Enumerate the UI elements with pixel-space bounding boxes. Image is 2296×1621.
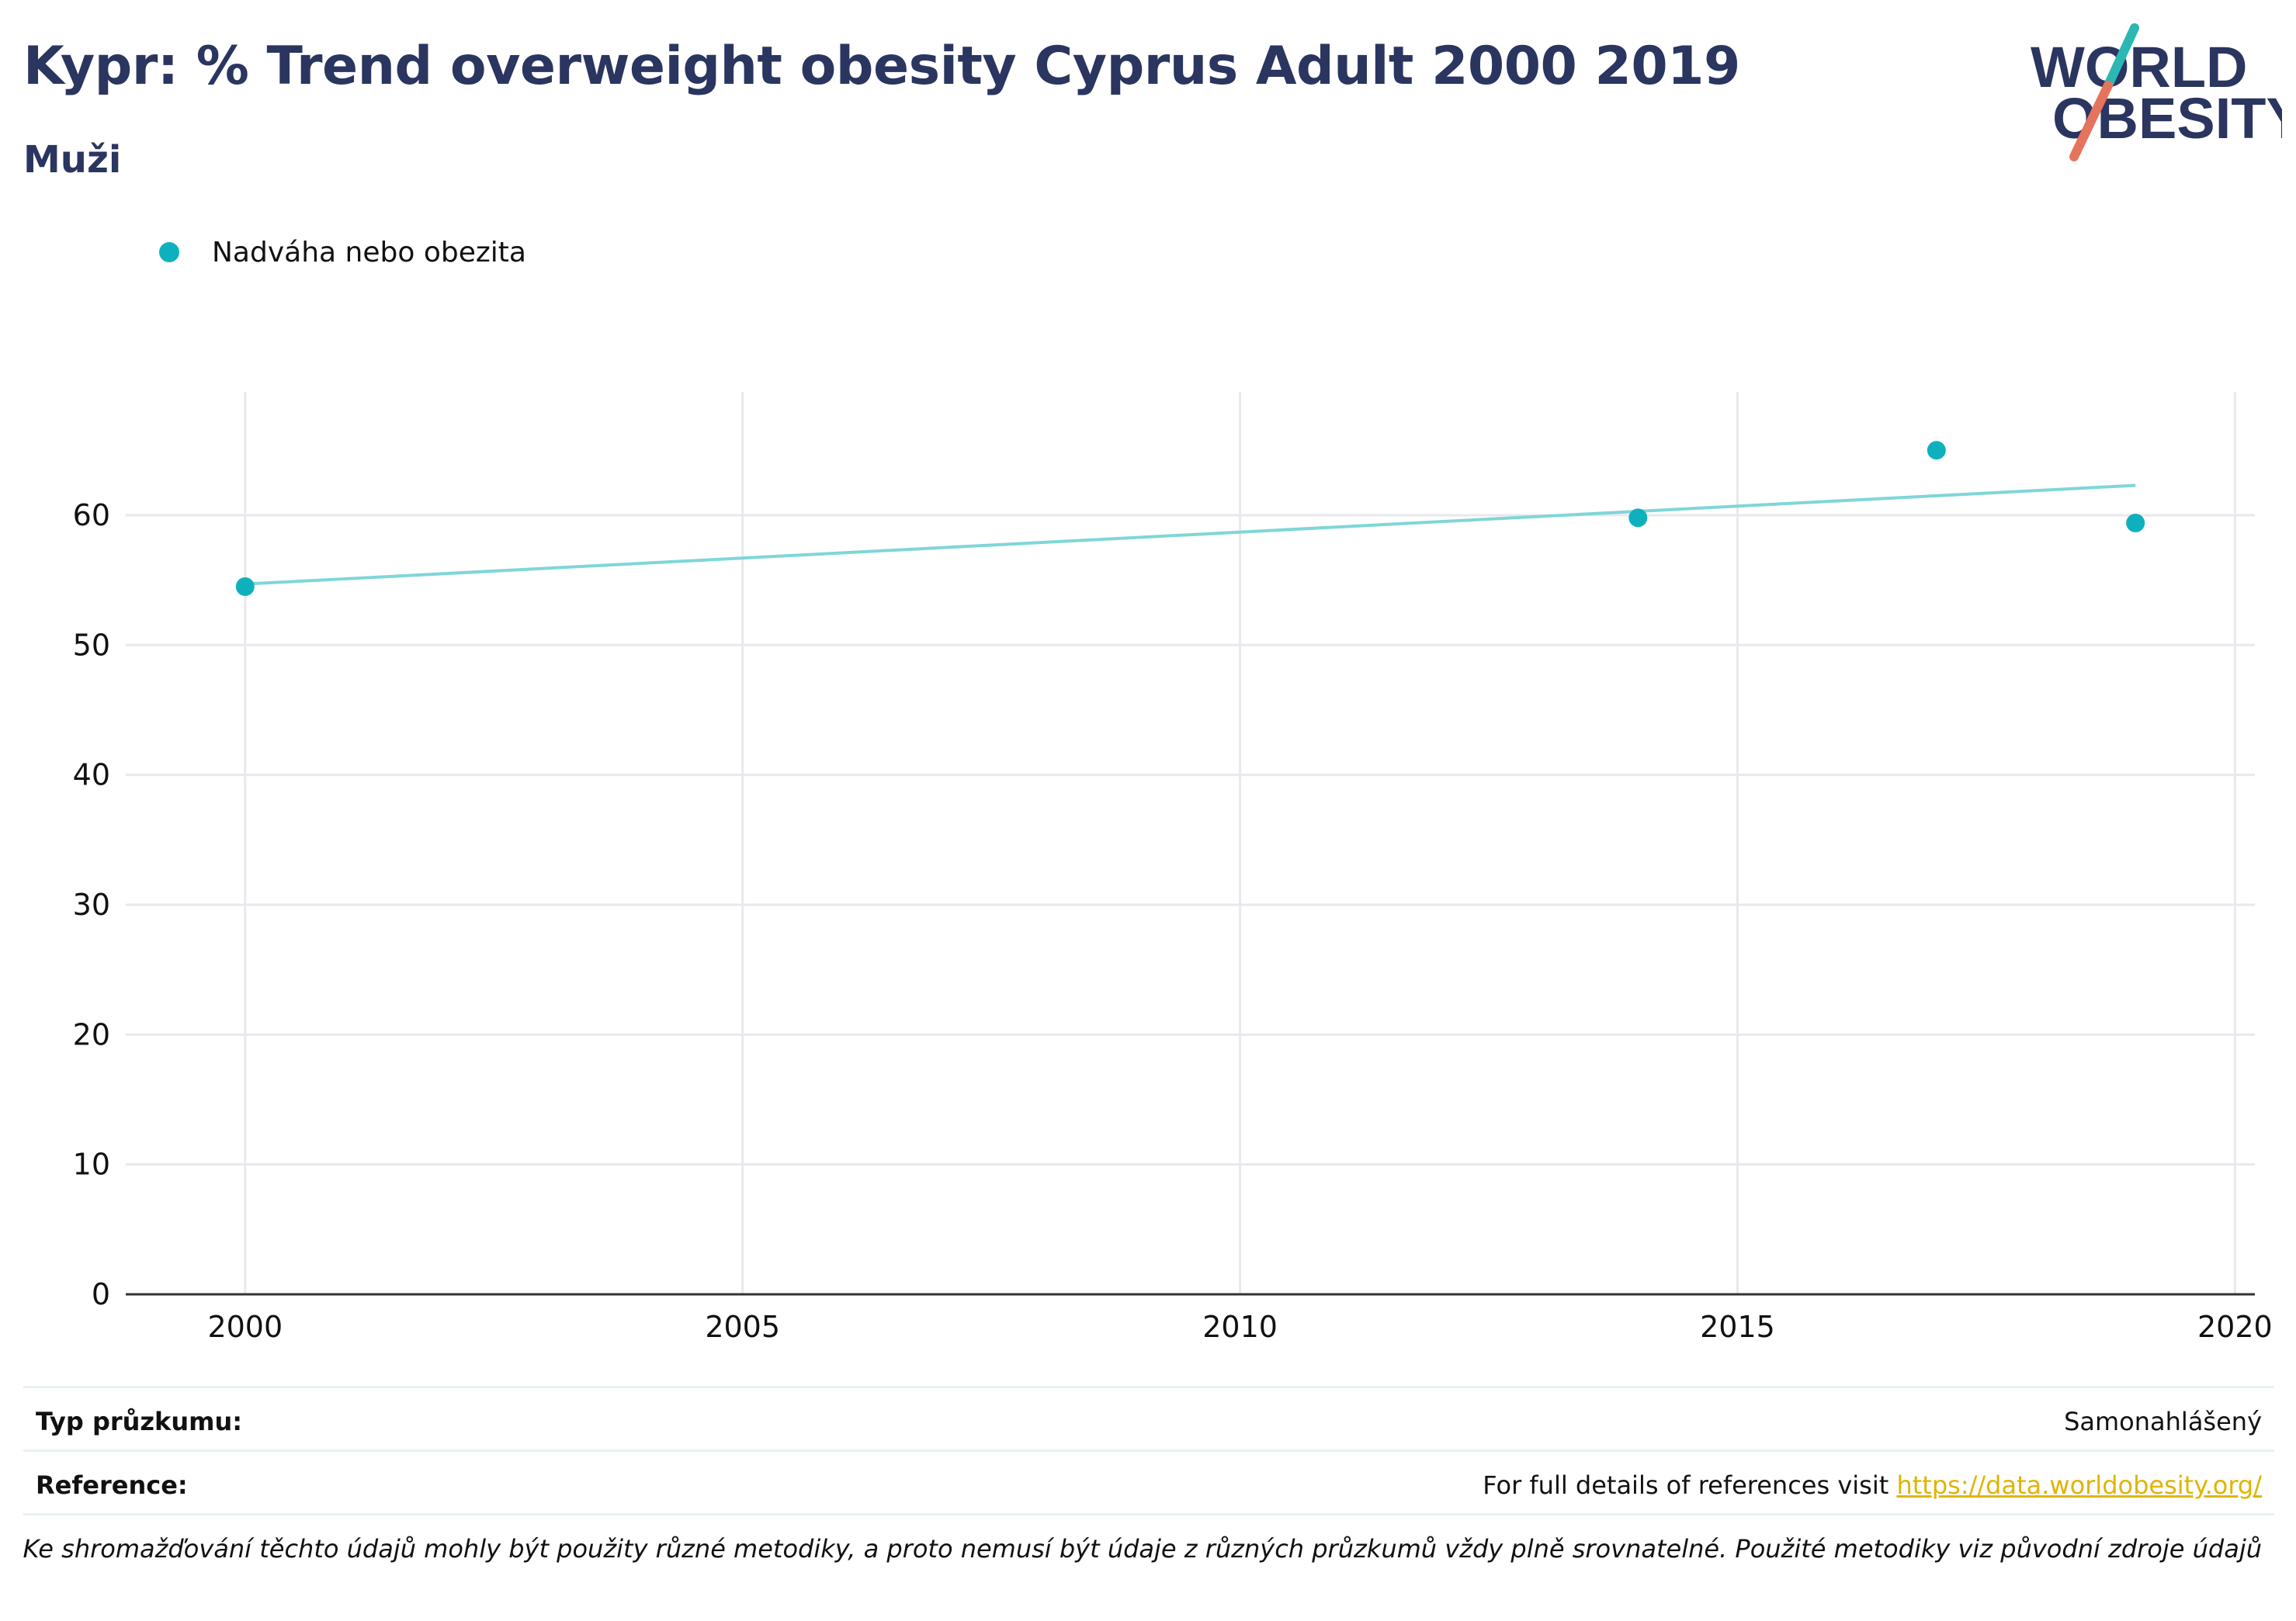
methodology-note: Ke shromažďování těchto údajů mohly být …	[23, 1534, 2262, 1564]
survey-type-value: Samonahlášený	[2064, 1407, 2262, 1436]
y-tick-label: 10	[73, 1148, 110, 1182]
logo-slash-top	[2104, 23, 2139, 90]
scatter-chart: 2000 2005 2010 2015 2020 0 10 20 30 40 50 60	[73, 392, 2273, 1344]
logo-word-world: WORLD	[2031, 35, 2248, 99]
chart-subtitle: Muži	[23, 138, 122, 182]
x-tick-label: 2000	[207, 1310, 283, 1344]
chart-title: Kypr: % Trend overweight obesity Cyprus …	[23, 36, 1740, 97]
reference-value: For full details of references visit htt…	[1483, 1470, 2262, 1500]
reference-row: Reference: For full details of reference…	[23, 1450, 2274, 1515]
data-point	[235, 577, 255, 597]
y-tick-label: 30	[73, 888, 110, 922]
data-point	[1628, 508, 1648, 528]
data-point	[2126, 514, 2145, 533]
reference-text: For full details of references visit	[1483, 1470, 1897, 1500]
legend-marker	[159, 242, 179, 262]
trend-line	[245, 483, 2136, 586]
y-tick-label: 60	[73, 498, 110, 532]
logo-slash-bottom	[2069, 81, 2113, 161]
survey-type-label: Typ průzkumu:	[36, 1407, 243, 1436]
x-tick-label: 2005	[705, 1310, 780, 1344]
y-tick-label: 0	[92, 1277, 110, 1311]
world-obesity-logo: WORLD OBESITY	[2031, 23, 2282, 161]
x-tick-label: 2020	[2197, 1310, 2273, 1344]
x-tick-label: 2010	[1202, 1310, 1278, 1344]
legend-label: Nadváha nebo obezita	[212, 236, 526, 268]
survey-type-row: Typ průzkumu: Samonahlášený	[23, 1386, 2274, 1452]
y-tick-label: 50	[73, 628, 110, 662]
y-tick-label: 40	[73, 758, 110, 792]
reference-link[interactable]: https://data.worldobesity.org/	[1896, 1470, 2262, 1500]
x-tick-label: 2015	[1700, 1310, 1775, 1344]
chart-legend[interactable]: Nadváha nebo obezita	[159, 233, 526, 272]
y-tick-label: 20	[73, 1017, 110, 1051]
data-point	[1927, 441, 1946, 460]
reference-label: Reference:	[36, 1470, 188, 1500]
methodology-note-row: Ke shromažďování těchto údajů mohly být …	[23, 1513, 2274, 1579]
